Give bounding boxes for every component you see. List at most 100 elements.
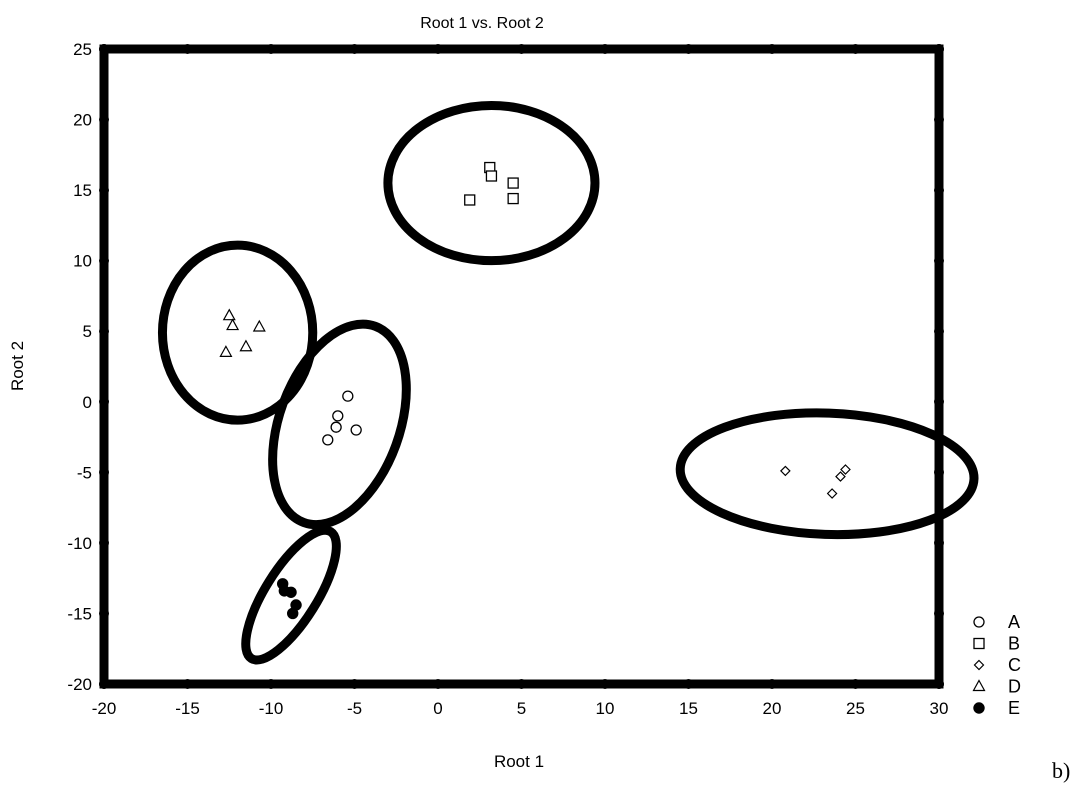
x-tick-mark-bottom <box>182 679 193 689</box>
x-tick-label: 10 <box>596 699 615 718</box>
x-tick-label: 25 <box>846 699 865 718</box>
frame-tick-marks <box>99 44 944 689</box>
x-tick-mark-top <box>349 44 360 54</box>
y-tick-mark-left <box>99 44 109 54</box>
data-point-d <box>226 318 240 331</box>
y-tick-label: 25 <box>73 40 92 59</box>
data-point-e <box>285 586 297 598</box>
chart-title: Root 1 vs. Root 2 <box>420 15 544 32</box>
y-tick-label: -20 <box>67 675 92 694</box>
y-tick-mark-right <box>934 467 944 478</box>
data-point-c <box>840 464 851 475</box>
data-point-a <box>350 424 362 436</box>
x-tick-mark-bottom <box>767 679 777 689</box>
x-tick-label: 20 <box>763 699 782 718</box>
data-points <box>219 161 851 620</box>
y-tick-mark-right <box>934 185 944 196</box>
y-tick-mark-left <box>99 608 109 619</box>
ellipse-e <box>241 525 341 665</box>
x-tick-label: 30 <box>930 699 949 718</box>
data-point-b <box>507 177 519 189</box>
legend-marker-e <box>973 702 985 714</box>
x-tick-mark-bottom <box>683 679 694 689</box>
x-tick-label: 0 <box>433 699 442 718</box>
y-tick-mark-left <box>99 467 109 478</box>
x-tick-mark-top <box>600 44 610 54</box>
confidence-ellipses <box>157 100 979 665</box>
y-tick-mark-left <box>99 185 109 196</box>
y-tick-mark-left <box>99 537 109 548</box>
y-axis-label: Root 2 <box>8 341 27 391</box>
y-tick-label: 10 <box>73 252 92 271</box>
x-tick-mark-bottom <box>349 679 360 689</box>
data-point-a <box>342 390 354 402</box>
y-tick-mark-right <box>934 537 944 548</box>
y-tick-mark-left <box>99 396 109 407</box>
legend-label-b: B <box>1008 634 1020 654</box>
data-point-d <box>222 308 236 321</box>
x-tick-mark-top <box>683 44 694 54</box>
x-tick-label: -20 <box>92 699 117 718</box>
data-point-a <box>330 421 342 433</box>
y-tick-mark-right <box>934 44 944 54</box>
x-axis-label: Root 1 <box>494 752 544 771</box>
y-tick-label: -5 <box>77 463 92 482</box>
y-tick-mark-left <box>99 114 109 125</box>
y-tick-labels: -20 -15 -10 -5 0 5 10 15 20 25 <box>67 40 92 694</box>
legend-label-c: C <box>1008 655 1021 675</box>
x-tick-mark-top <box>850 44 861 54</box>
x-tick-label: -10 <box>259 699 284 718</box>
data-point-a <box>332 410 344 422</box>
y-tick-label: -15 <box>67 604 92 623</box>
ellipse-c <box>675 408 979 540</box>
ellipse-b <box>383 100 600 266</box>
x-tick-mark-bottom <box>433 679 443 689</box>
x-tick-mark-bottom <box>850 679 861 689</box>
y-tick-mark-left <box>99 255 109 266</box>
y-tick-mark-left <box>99 679 109 689</box>
legend-label-a: A <box>1008 612 1020 632</box>
y-tick-label: 5 <box>83 322 92 341</box>
y-tick-label: 20 <box>73 111 92 130</box>
y-tick-label: -10 <box>67 534 92 553</box>
legend-marker-a <box>973 616 985 628</box>
legend-marker-d <box>972 679 986 692</box>
x-tick-label: 15 <box>679 699 698 718</box>
data-point-b <box>507 192 519 205</box>
data-point-c <box>780 465 791 477</box>
legend-label-d: D <box>1008 677 1021 697</box>
data-point-d <box>252 319 266 332</box>
y-tick-mark-right <box>934 679 944 689</box>
data-point-c <box>826 488 838 499</box>
x-tick-mark-top <box>767 44 777 54</box>
y-tick-label: 15 <box>73 181 92 200</box>
x-tick-mark-top <box>516 44 527 54</box>
x-tick-mark-bottom <box>266 679 276 689</box>
plot-frame <box>99 44 944 689</box>
data-point-d <box>219 345 233 357</box>
y-tick-mark-right <box>934 608 944 619</box>
ellipse-d <box>157 240 318 425</box>
x-tick-label: -5 <box>347 699 362 718</box>
x-tick-mark-top <box>433 44 443 54</box>
y-tick-label: 0 <box>83 393 92 412</box>
legend-label-e: E <box>1008 698 1020 718</box>
data-point-d <box>239 339 253 352</box>
data-point-c <box>835 471 846 482</box>
y-tick-mark-right <box>934 396 944 407</box>
x-tick-label: -15 <box>175 699 200 718</box>
legend-marker-c <box>973 659 985 671</box>
panel-label: b) <box>1052 758 1070 783</box>
data-point-e <box>287 607 299 620</box>
x-tick-mark-top <box>266 44 276 54</box>
data-point-a <box>322 434 334 446</box>
legend-marker-b <box>973 637 985 650</box>
x-tick-label: 5 <box>517 699 526 718</box>
x-tick-mark-top <box>182 44 193 54</box>
y-tick-mark-right <box>934 255 944 266</box>
y-tick-mark-right <box>934 114 944 125</box>
data-point-b <box>464 194 476 206</box>
x-tick-labels: -20 -15 -10 -5 0 5 10 15 20 25 30 <box>92 699 949 718</box>
